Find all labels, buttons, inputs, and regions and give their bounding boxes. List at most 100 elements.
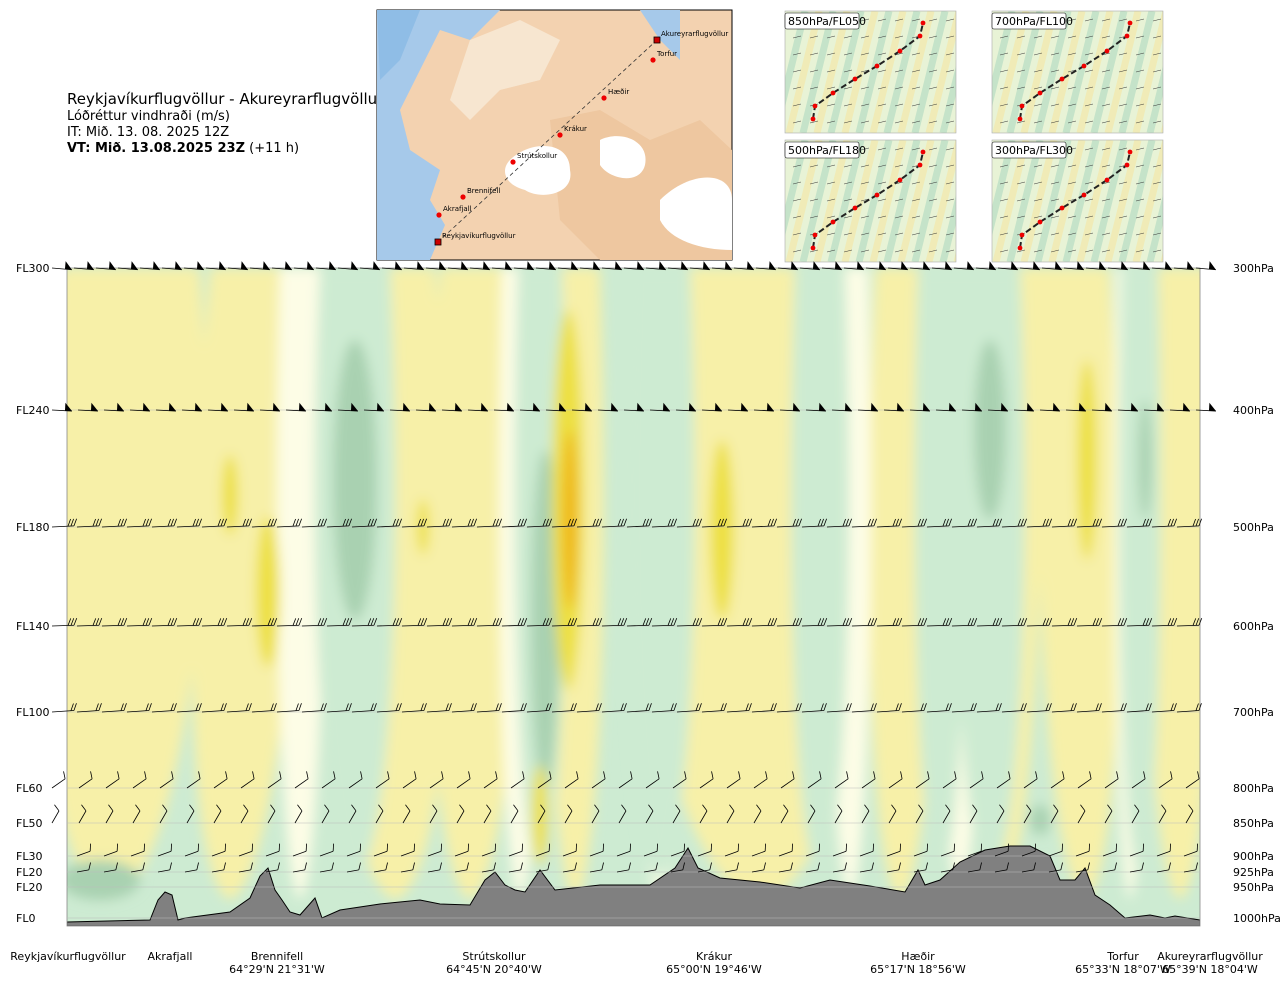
- wind-barb: [711, 261, 732, 271]
- wind-barb: [967, 843, 982, 857]
- wind-barb: [551, 518, 577, 528]
- wind-barb: [155, 402, 176, 412]
- wind-barb: [1021, 843, 1036, 857]
- map-waypoint-label: Hæðir: [608, 88, 629, 96]
- wind-barb: [373, 843, 388, 857]
- wind-barb: [276, 703, 302, 713]
- wind-barb: [51, 402, 72, 412]
- wind-barb: [201, 518, 227, 528]
- wind-barb: [1101, 518, 1127, 528]
- wind-barb: [319, 862, 334, 873]
- pressure-level-label: 850hPa: [1233, 817, 1274, 830]
- wind-barb: [1176, 703, 1202, 713]
- wind-barb: [375, 771, 390, 789]
- wind-barb: [483, 771, 498, 789]
- wind-barb: [667, 261, 688, 271]
- waypoint-name: Torfur: [1106, 950, 1139, 963]
- wind-barb: [400, 862, 415, 873]
- pressure-level-label: 300hPa: [1233, 262, 1274, 275]
- wind-barb: [326, 617, 353, 627]
- wind-barb: [616, 843, 631, 857]
- map-waypoint-label: Torfur: [656, 50, 677, 58]
- waypoint-name: Reykjavíkurflugvöllur: [10, 950, 126, 963]
- wind-barb: [883, 402, 904, 412]
- wind-barb: [451, 518, 477, 528]
- wind-barb: [1126, 617, 1153, 627]
- wind-barb: [1126, 518, 1152, 528]
- wind-barb: [467, 402, 488, 412]
- vertical-velocity-region: [625, 268, 695, 880]
- vertical-velocity-region: [1037, 268, 1120, 900]
- wind-barb: [801, 518, 827, 528]
- wind-barb: [751, 617, 778, 627]
- wind-barb: [751, 703, 777, 713]
- wind-barb: [508, 843, 523, 857]
- wind-barb: [1156, 843, 1171, 857]
- wind-barb: [551, 617, 578, 627]
- wind-barb: [1195, 402, 1216, 412]
- wind-barb: [510, 771, 525, 789]
- wind-barb: [176, 518, 202, 528]
- vertical-velocity-core: [256, 517, 280, 667]
- mini-map: 850hPa/FL050: [784, 10, 957, 134]
- fjord: [640, 10, 680, 60]
- wind-barb: [618, 804, 627, 824]
- wind-barb: [346, 843, 361, 857]
- wind-barb: [427, 843, 442, 857]
- wind-barb: [834, 804, 843, 824]
- wind-barb: [876, 617, 903, 627]
- wind-barb: [996, 771, 1011, 789]
- wind-barb: [1026, 617, 1053, 627]
- wind-barb: [95, 261, 116, 271]
- wind-barb: [726, 804, 735, 824]
- wind-barb: [1051, 703, 1077, 713]
- wind-barb: [126, 518, 152, 528]
- vertical-velocity-region: [955, 268, 1025, 880]
- wind-barb: [701, 402, 722, 412]
- wind-barb: [751, 843, 766, 857]
- wind-barb: [589, 862, 604, 873]
- flight-level-label: FL30: [16, 850, 42, 863]
- wind-barb: [535, 862, 550, 873]
- wind-barb: [375, 804, 384, 824]
- wind-barb: [429, 804, 438, 824]
- wind-barb: [184, 843, 199, 857]
- wind-barb: [315, 261, 336, 271]
- wind-barb: [233, 402, 254, 412]
- wind-barb: [1185, 771, 1200, 789]
- wind-barb: [1129, 862, 1144, 873]
- wind-barb: [961, 402, 982, 412]
- wind-barb: [1195, 261, 1216, 271]
- wind-barb: [1129, 843, 1144, 857]
- wind-barb: [1023, 804, 1032, 824]
- wind-barb: [238, 862, 253, 873]
- wind-barb: [151, 617, 178, 627]
- wind-barb: [226, 703, 252, 713]
- wind-barb: [441, 402, 462, 412]
- wind-barb: [831, 402, 852, 412]
- wind-barb: [751, 862, 766, 873]
- wind-barb: [321, 804, 330, 824]
- wind-barb: [337, 261, 358, 271]
- wind-barb: [301, 703, 327, 713]
- wind-barb: [429, 771, 444, 789]
- wind-barb: [1104, 771, 1119, 789]
- wind-barb: [526, 518, 552, 528]
- wind-barb: [151, 703, 177, 713]
- wind-barb: [301, 518, 327, 528]
- wind-barb: [915, 804, 924, 824]
- wind-barb: [389, 402, 410, 412]
- wind-barb: [1091, 402, 1112, 412]
- wind-barb: [1039, 402, 1060, 412]
- flight-level-label: FL20: [16, 866, 42, 879]
- wind-barb: [1076, 703, 1102, 713]
- wind-barb: [1063, 261, 1084, 271]
- wind-barb: [805, 862, 820, 873]
- wind-barb: [319, 843, 334, 857]
- wind-barb: [326, 518, 352, 528]
- wind-barb: [456, 771, 471, 789]
- flight-level-label: FL0: [16, 912, 35, 925]
- wind-barb: [73, 261, 94, 271]
- wind-barb: [651, 518, 677, 528]
